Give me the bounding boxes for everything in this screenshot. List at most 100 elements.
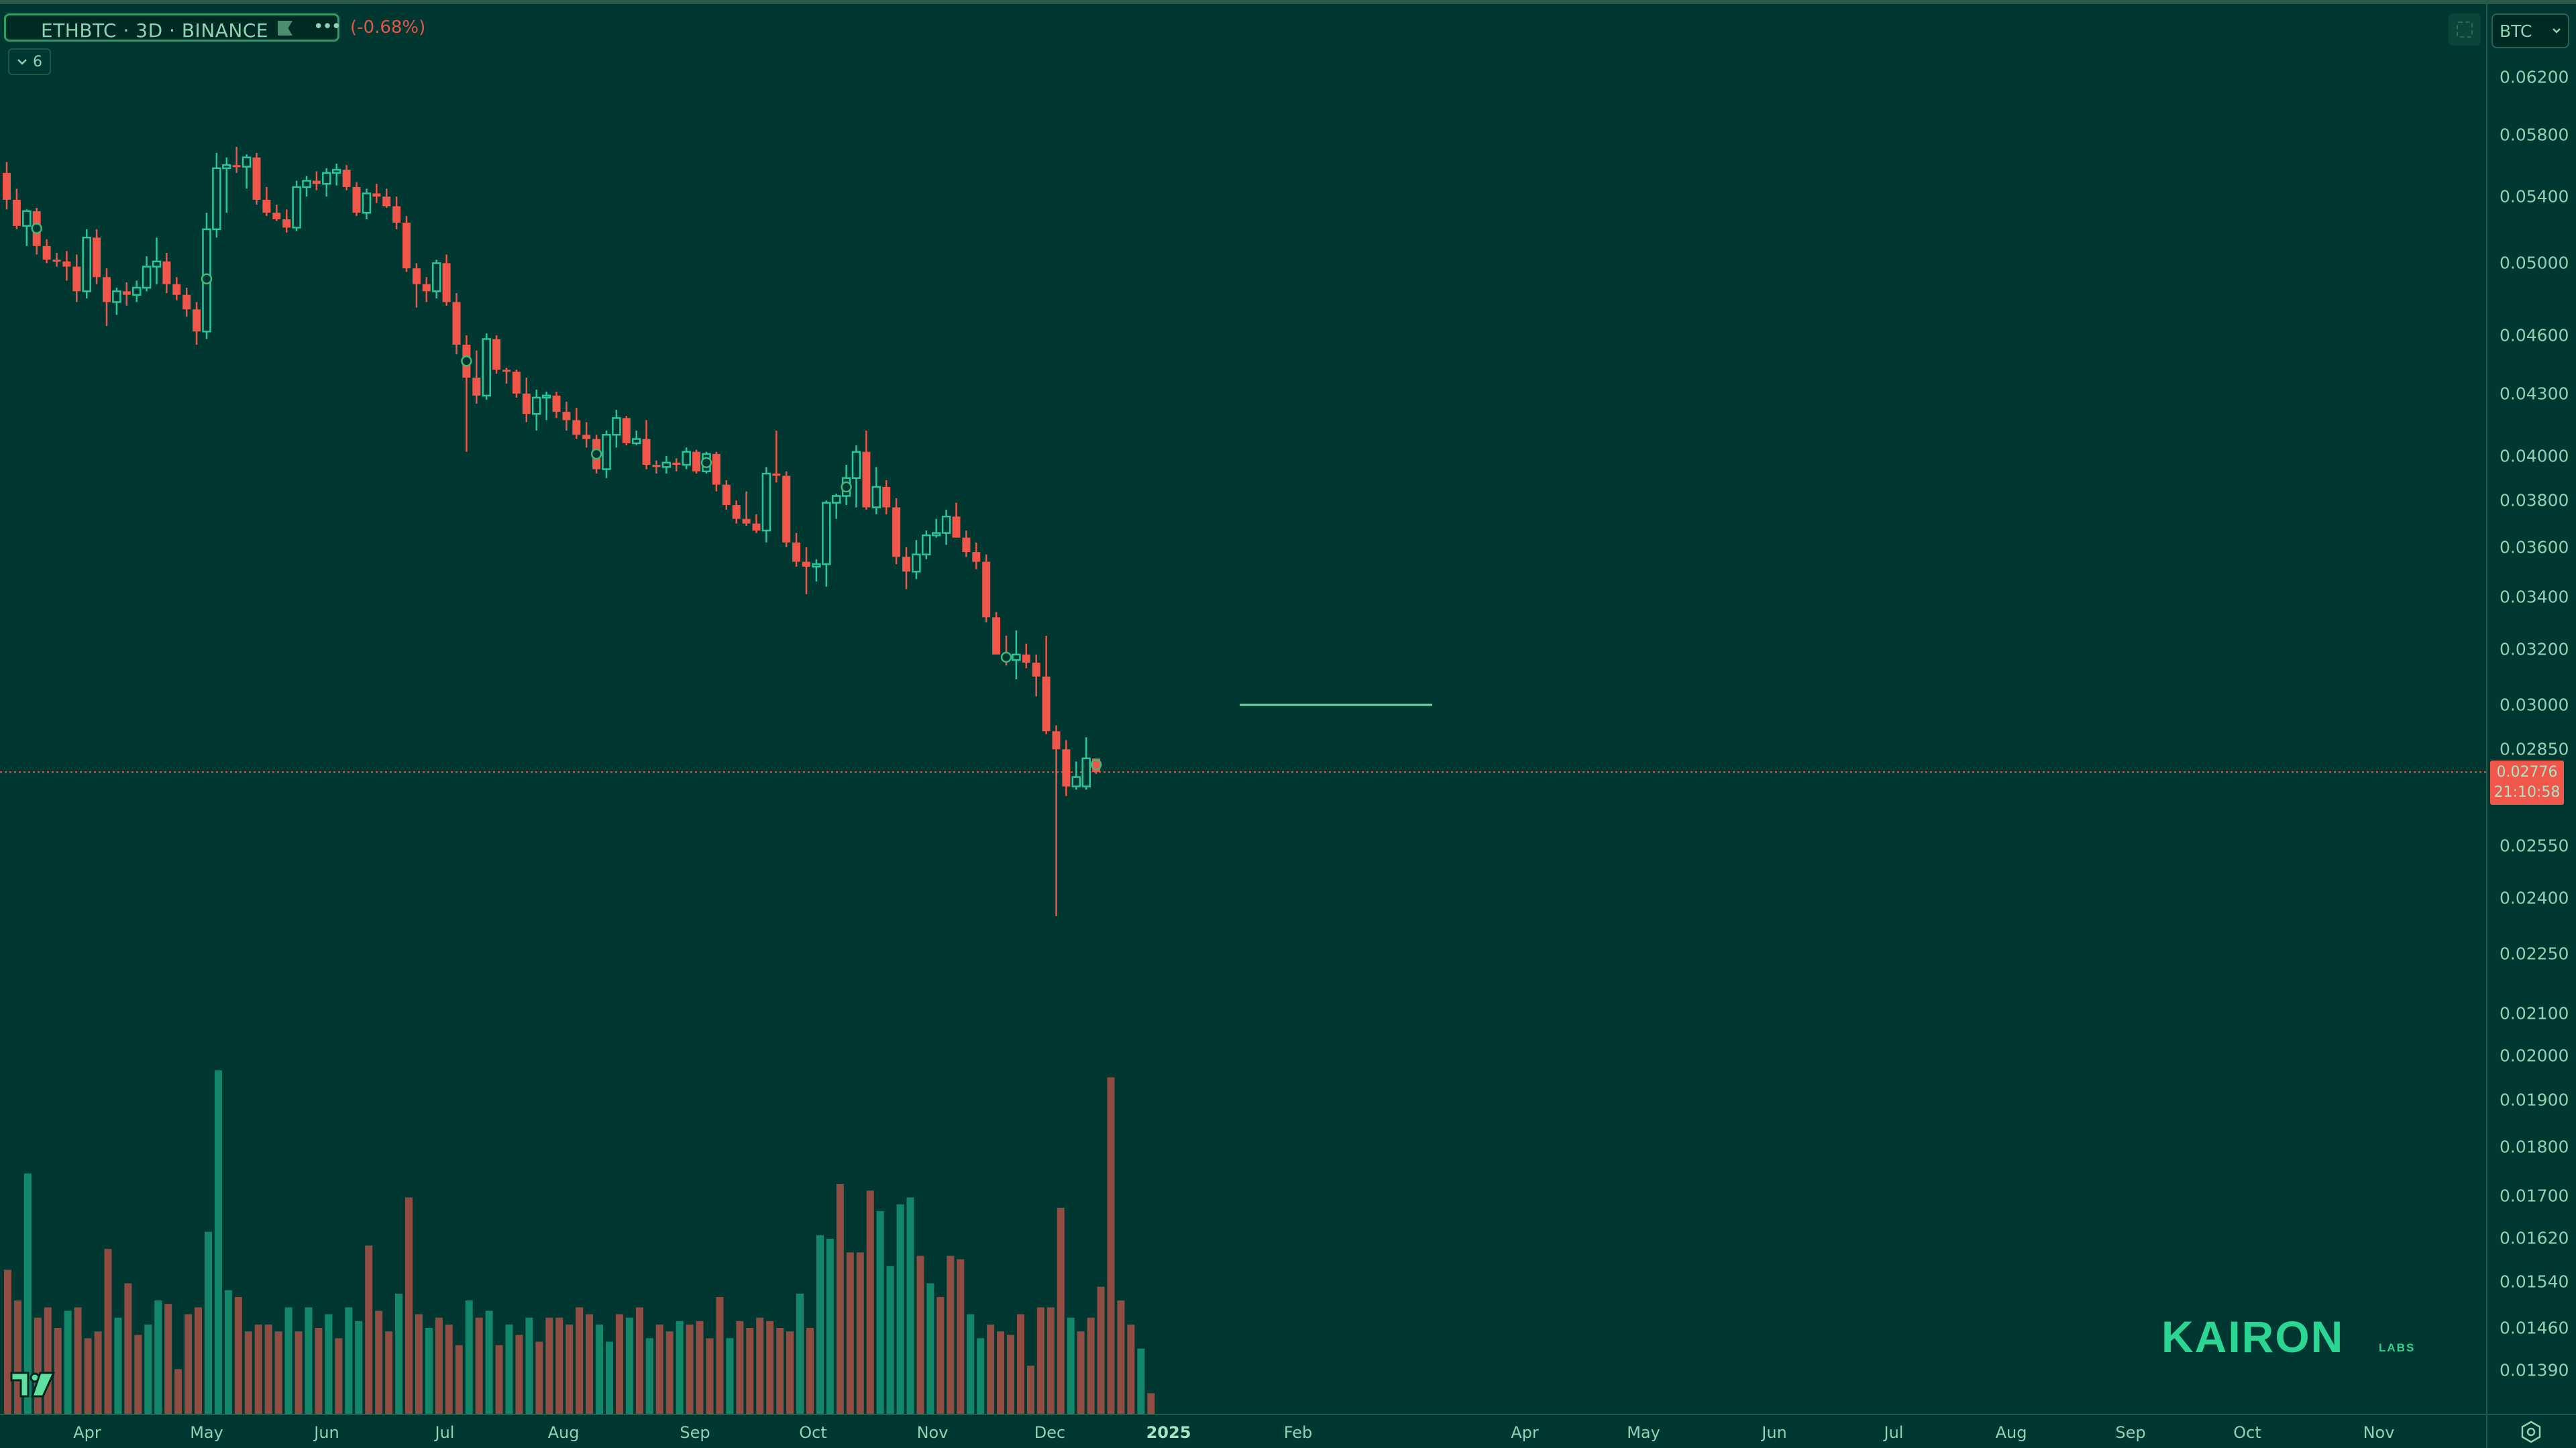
currency-select[interactable]: BTC bbox=[2491, 13, 2569, 48]
candle[interactable] bbox=[302, 176, 311, 197]
candle[interactable] bbox=[952, 502, 961, 538]
candle[interactable] bbox=[452, 292, 461, 355]
candle[interactable] bbox=[442, 254, 451, 306]
candle[interactable] bbox=[1081, 737, 1091, 790]
candle[interactable] bbox=[232, 146, 241, 173]
candle[interactable] bbox=[1052, 725, 1061, 916]
candle[interactable] bbox=[552, 391, 561, 419]
tradingview-logo-icon[interactable] bbox=[9, 1371, 56, 1399]
fullscreen-icon[interactable] bbox=[2449, 13, 2481, 46]
candle[interactable] bbox=[1012, 630, 1021, 679]
candle[interactable] bbox=[1042, 635, 1051, 734]
candle[interactable] bbox=[851, 445, 861, 508]
candle[interactable] bbox=[42, 239, 51, 264]
candle[interactable] bbox=[941, 509, 951, 545]
candle[interactable] bbox=[472, 350, 481, 404]
candle[interactable] bbox=[822, 500, 831, 587]
candle[interactable] bbox=[162, 252, 171, 293]
candle[interactable] bbox=[541, 391, 551, 421]
candle[interactable] bbox=[112, 287, 121, 315]
candle[interactable] bbox=[382, 188, 391, 208]
candle[interactable] bbox=[1071, 761, 1081, 790]
candle[interactable] bbox=[282, 209, 291, 233]
candle[interactable] bbox=[782, 471, 791, 547]
candle[interactable] bbox=[682, 447, 691, 469]
candle[interactable] bbox=[792, 533, 801, 567]
candle[interactable] bbox=[431, 260, 441, 299]
candle[interactable] bbox=[103, 268, 111, 326]
candle[interactable] bbox=[212, 152, 221, 238]
candle[interactable] bbox=[562, 401, 571, 431]
candle[interactable] bbox=[312, 171, 321, 190]
candle[interactable] bbox=[812, 559, 821, 582]
price-axis[interactable]: 0.06200 0.05800 0.05400 0.05000 0.04600 0.043… bbox=[2486, 0, 2576, 1448]
more-options-icon[interactable]: ••• bbox=[313, 17, 341, 37]
candle[interactable] bbox=[131, 280, 142, 302]
candle[interactable] bbox=[372, 184, 381, 203]
chart-settings-button[interactable] bbox=[2486, 1414, 2576, 1448]
candle[interactable] bbox=[12, 188, 21, 229]
candle[interactable] bbox=[422, 277, 431, 302]
candle[interactable] bbox=[62, 251, 71, 281]
candle[interactable] bbox=[862, 430, 871, 510]
candle[interactable] bbox=[142, 256, 152, 292]
candle[interactable] bbox=[22, 209, 32, 246]
candle[interactable] bbox=[631, 430, 641, 446]
candle[interactable] bbox=[642, 420, 651, 469]
candle[interactable] bbox=[622, 416, 631, 446]
candle[interactable] bbox=[331, 163, 341, 186]
candle[interactable] bbox=[292, 180, 301, 231]
candle[interactable] bbox=[831, 494, 841, 519]
candle[interactable] bbox=[1022, 643, 1030, 669]
candle[interactable] bbox=[182, 287, 191, 317]
candle[interactable] bbox=[992, 612, 1001, 655]
candle[interactable] bbox=[802, 547, 810, 594]
symbol-legend[interactable]: ETHBTC · 3D · BINANCE ••• bbox=[4, 13, 341, 42]
candle[interactable] bbox=[252, 152, 261, 205]
candle[interactable] bbox=[522, 378, 531, 423]
candle[interactable] bbox=[772, 430, 781, 483]
candle[interactable] bbox=[82, 229, 91, 299]
candle[interactable] bbox=[462, 335, 471, 452]
candle[interactable] bbox=[672, 458, 681, 471]
candle[interactable] bbox=[761, 467, 771, 543]
candle[interactable] bbox=[492, 335, 501, 374]
candle[interactable] bbox=[661, 456, 672, 474]
candle[interactable] bbox=[962, 531, 971, 557]
candle[interactable] bbox=[1062, 740, 1071, 796]
candle[interactable] bbox=[402, 216, 411, 272]
candle[interactable] bbox=[1032, 654, 1040, 697]
candle[interactable] bbox=[742, 491, 751, 526]
time-axis[interactable]: Apr May Jun Jul Aug Sep Oct Nov Dec 2025 Feb Apr May… bbox=[0, 1414, 2486, 1448]
candle[interactable] bbox=[52, 252, 61, 267]
candle[interactable] bbox=[902, 547, 910, 590]
candle[interactable] bbox=[482, 333, 491, 400]
candle[interactable] bbox=[732, 500, 741, 524]
candle[interactable] bbox=[712, 451, 720, 492]
candle[interactable] bbox=[322, 168, 331, 197]
candle[interactable] bbox=[193, 302, 201, 345]
candle[interactable] bbox=[93, 229, 101, 284]
candle[interactable] bbox=[931, 518, 941, 538]
candle[interactable] bbox=[502, 368, 511, 384]
candle[interactable] bbox=[342, 165, 351, 190]
candle[interactable] bbox=[972, 542, 981, 569]
candle[interactable] bbox=[512, 370, 521, 398]
candle[interactable] bbox=[882, 480, 891, 514]
candle[interactable] bbox=[652, 460, 661, 474]
candle[interactable] bbox=[692, 449, 701, 474]
candle[interactable] bbox=[892, 498, 901, 565]
candle[interactable] bbox=[272, 205, 281, 221]
candle[interactable] bbox=[871, 467, 881, 514]
candle[interactable] bbox=[602, 430, 611, 478]
candle[interactable] bbox=[362, 188, 372, 220]
candle[interactable] bbox=[922, 531, 931, 559]
indicators-collapse-button[interactable]: 6 bbox=[8, 48, 51, 75]
candle[interactable] bbox=[72, 254, 81, 302]
candle[interactable] bbox=[531, 389, 541, 431]
candle[interactable] bbox=[3, 162, 11, 210]
flag-icon[interactable] bbox=[278, 21, 292, 36]
candle[interactable] bbox=[412, 263, 421, 308]
candle[interactable] bbox=[262, 186, 271, 217]
price-chart-canvas[interactable] bbox=[0, 0, 2486, 1414]
